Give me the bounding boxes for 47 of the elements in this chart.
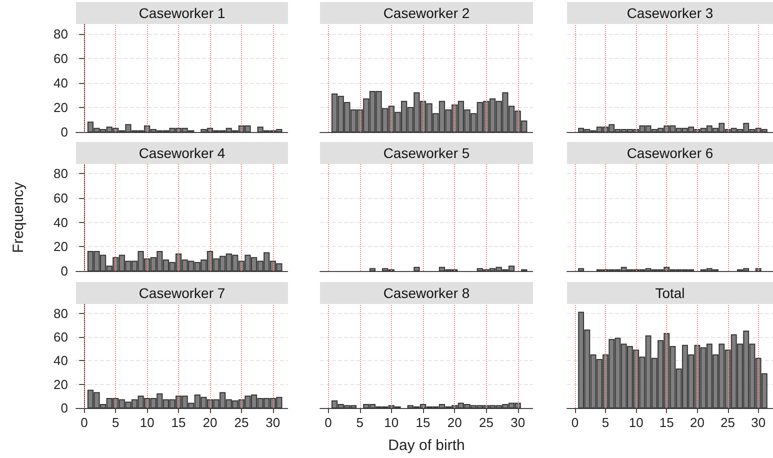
y-tick-label: 80 <box>54 26 68 42</box>
y-tick-label: 60 <box>54 330 68 345</box>
y-tick-label: 20 <box>54 100 68 115</box>
x-tick-label: 0 <box>324 415 332 430</box>
chart-title: Caseworker 4 <box>76 142 288 164</box>
x-tick-label: 0 <box>571 415 579 430</box>
x-tick-label: 25 <box>720 415 735 430</box>
y-tick-label: 60 <box>54 190 68 206</box>
x-tick-label: 5 <box>356 415 364 430</box>
x-tick-label: 20 <box>202 415 218 430</box>
x-tick-label: 0 <box>80 415 88 430</box>
x-tick-label: 20 <box>447 415 462 430</box>
x-tick-label: 15 <box>416 415 430 430</box>
x-tick-label: 15 <box>171 415 186 430</box>
y-tick-label: 80 <box>54 306 68 321</box>
x-tick-label: 30 <box>266 415 280 430</box>
x-tick-label: 30 <box>751 415 766 430</box>
chart-title: Caseworker 6 <box>567 142 773 164</box>
x-tick-label: 20 <box>690 415 704 430</box>
x-tick-label: 25 <box>234 415 249 430</box>
y-tick-label: 40 <box>54 75 68 90</box>
x-axis-title: Day of birth <box>388 437 465 454</box>
chart-title: Total <box>567 282 773 304</box>
y-tick-label: 20 <box>54 239 68 254</box>
x-tick-label: 30 <box>510 415 526 430</box>
x-tick-label: 5 <box>602 415 610 430</box>
y-axis-title: Frequency <box>10 182 27 253</box>
y-tick-label: 0 <box>60 264 68 278</box>
y-tick-label: 40 <box>54 214 68 230</box>
y-tick-label: 20 <box>54 376 68 392</box>
x-tick-label: 5 <box>112 415 120 430</box>
y-tick-label: 0 <box>60 124 68 140</box>
chart-title: Caseworker 2 <box>320 2 533 24</box>
chart-title: Caseworker 5 <box>320 142 533 164</box>
chart-title: Caseworker 8 <box>320 282 533 304</box>
y-tick-label: 40 <box>54 353 68 368</box>
chart-title: Caseworker 7 <box>76 282 288 304</box>
x-tick-label: 10 <box>140 415 154 430</box>
y-tick-label: 0 <box>60 400 68 416</box>
y-tick-label: 60 <box>54 50 68 66</box>
x-tick-label: 10 <box>384 415 399 430</box>
y-tick-label: 80 <box>54 166 68 182</box>
chart-title: Caseworker 3 <box>567 2 773 24</box>
x-tick-label: 10 <box>628 415 644 430</box>
x-tick-label: 15 <box>659 415 674 430</box>
chart-title: Caseworker 1 <box>76 2 288 24</box>
x-tick-label: 25 <box>478 415 494 430</box>
